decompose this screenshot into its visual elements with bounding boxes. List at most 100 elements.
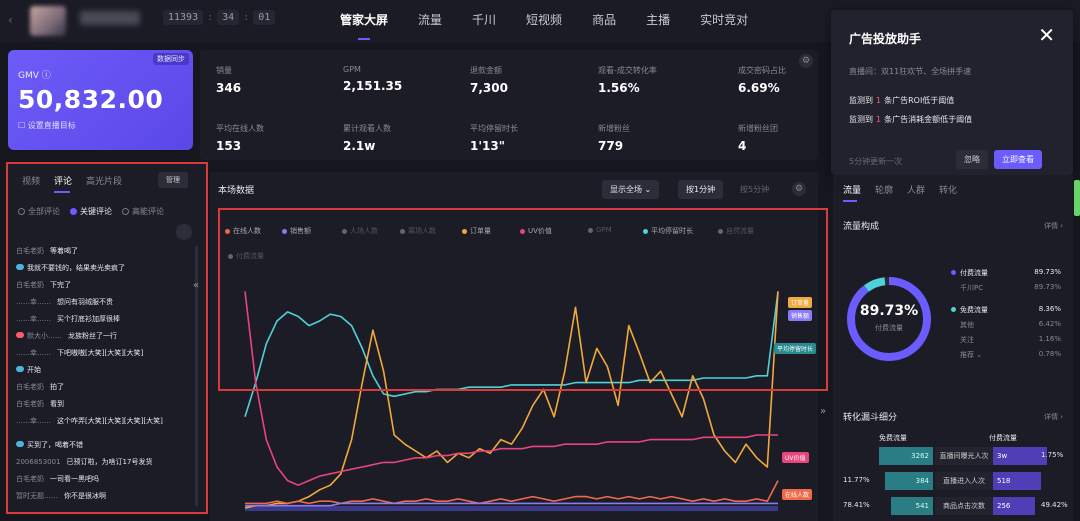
settings-gear-icon[interactable]: ⚙ bbox=[799, 54, 813, 68]
comment-item: ……幸…… 买个打底衫加厚很棒 bbox=[16, 314, 196, 331]
detail-link[interactable]: 详情 › bbox=[1043, 222, 1063, 230]
comment-item: 买到了，喝着不错 bbox=[16, 440, 196, 457]
comment-item: ……幸…… 这个咋弄[大笑][大笑][大笑][大笑] bbox=[16, 416, 196, 440]
tab-traffic-flow[interactable]: 流量 bbox=[843, 183, 861, 202]
fan-badge-icon bbox=[16, 264, 24, 270]
warn-prefix: 监测到 bbox=[849, 115, 873, 124]
legend-item[interactable]: 订单量 bbox=[462, 226, 491, 236]
legend-item[interactable]: 在线人数 bbox=[225, 226, 261, 236]
comment-user: 白毛老奶 bbox=[16, 383, 44, 391]
radio-icon bbox=[122, 208, 129, 215]
comment-user: 白毛老奶 bbox=[16, 281, 44, 289]
gmv-label: GMV ⓘ bbox=[18, 71, 51, 81]
traffic-row: 付费流量 89.73% bbox=[951, 268, 1061, 278]
legend-dot-icon bbox=[225, 228, 230, 234]
collapse-left-icon[interactable]: « bbox=[193, 280, 200, 291]
comment-text: 这个咋弄[大笑][大笑][大笑][大笑] bbox=[57, 417, 163, 425]
traffic-row-value: 1.16% bbox=[1038, 335, 1061, 343]
filter-all-radio[interactable]: 全部评论 bbox=[18, 206, 60, 217]
traffic-row-name: 免费流量 bbox=[960, 306, 988, 314]
comment-text: 下完了 bbox=[50, 281, 71, 289]
funnel-row: 78.41% 541 商品点击次数 256 49.42% bbox=[843, 497, 1068, 515]
tab-traffic[interactable]: 流量 bbox=[418, 13, 443, 27]
series-line bbox=[244, 291, 778, 487]
tab-profile[interactable]: 轮廓 bbox=[875, 186, 894, 196]
funnel-stage: 直播进入人次 bbox=[935, 472, 993, 490]
close-icon[interactable]: ✕ bbox=[1038, 23, 1055, 47]
legend-dot-icon bbox=[282, 228, 287, 234]
set-target-label: 设置直播目标 bbox=[27, 121, 76, 130]
chart-settings-icon[interactable]: ⚙ bbox=[792, 182, 806, 196]
tab-short-video[interactable]: 短视频 bbox=[526, 13, 563, 27]
tab-highlights[interactable]: 高光片段 bbox=[86, 177, 123, 187]
legend-item[interactable]: 自然流量 bbox=[718, 226, 754, 236]
expand-right-icon[interactable]: » bbox=[820, 406, 827, 417]
legend-item[interactable]: UV价值 bbox=[520, 226, 552, 236]
scope-select[interactable]: 显示全场 ⌄ bbox=[602, 180, 660, 199]
legend-item[interactable]: GPM bbox=[588, 226, 612, 234]
set-target-link[interactable]: ☐ 设置直播目标 bbox=[18, 121, 76, 130]
funnel-right-label: 付费流量 bbox=[989, 434, 1017, 442]
traffic-row: 推荐 ⌄ 0.78% bbox=[951, 350, 1061, 360]
warn-prefix: 监测到 bbox=[849, 96, 873, 105]
tab-qianchuan[interactable]: 千川 bbox=[472, 13, 497, 27]
comment-text: 开始 bbox=[27, 366, 41, 374]
comment-item: 白毛老奶 拍了 bbox=[16, 382, 196, 399]
tab-competitors[interactable]: 实时竞对 bbox=[700, 13, 749, 27]
ad-popup-title: 广告投放助手 bbox=[849, 32, 922, 46]
metric-value: 153 bbox=[216, 139, 242, 153]
tab-products[interactable]: 商品 bbox=[592, 13, 617, 27]
tab-conversion[interactable]: 转化 bbox=[939, 186, 958, 196]
metric-label: 新增粉丝 bbox=[598, 124, 630, 133]
tab-video[interactable]: 视频 bbox=[22, 177, 41, 187]
legend-item[interactable]: 人场人数 bbox=[342, 226, 378, 236]
traffic-row-name-wrap: 关注 bbox=[951, 335, 974, 345]
filter-highenergy-radio[interactable]: 高能评论 bbox=[122, 206, 164, 217]
interval-1min-button[interactable]: 按1分钟 bbox=[678, 180, 724, 199]
metric-value: 2,151.35 bbox=[343, 79, 403, 93]
metric-value: 1'13" bbox=[470, 139, 505, 153]
back-arrow-icon[interactable]: ‹ bbox=[8, 13, 13, 27]
traffic-row-name-wrap: 付费流量 bbox=[951, 268, 988, 278]
timer-minutes: 34 bbox=[217, 10, 240, 25]
legend-dot-icon bbox=[951, 270, 956, 275]
comment-scrollbar[interactable] bbox=[195, 246, 198, 506]
filter-key-radio[interactable]: 关键评论 bbox=[70, 206, 112, 217]
warn-count: 1 bbox=[876, 115, 882, 124]
series-line bbox=[245, 502, 778, 507]
data-sync-badge[interactable]: 数据同步 bbox=[153, 53, 189, 65]
traffic-row-name: 其他 bbox=[960, 321, 974, 329]
shop-avatar bbox=[30, 6, 66, 36]
comment-settings-icon[interactable] bbox=[176, 224, 192, 240]
legend-item[interactable]: 付费流量 bbox=[228, 251, 264, 261]
funnel-left-bar: 3262 bbox=[879, 447, 933, 465]
fan-badge-icon bbox=[16, 366, 24, 372]
traffic-row-value: 89.73% bbox=[1034, 268, 1061, 276]
filter-label: 关键评论 bbox=[80, 207, 112, 216]
tab-audience[interactable]: 人群 bbox=[907, 186, 926, 196]
tab-comments[interactable]: 评论 bbox=[54, 174, 72, 193]
comment-text: 买到了，喝着不错 bbox=[27, 441, 83, 449]
interval-5min-button[interactable]: 按5分钟 bbox=[740, 185, 770, 194]
traffic-row-value: 89.73% bbox=[1034, 283, 1061, 291]
metric-value: 346 bbox=[216, 81, 242, 95]
filter-label: 高能评论 bbox=[132, 207, 164, 216]
tab-host[interactable]: 主播 bbox=[646, 13, 671, 27]
manage-button[interactable]: 管理 bbox=[158, 172, 188, 188]
legend-item[interactable]: 平均停留时长 bbox=[643, 226, 693, 236]
comment-text: 已预订啦，为啥订17号发货 bbox=[66, 458, 153, 466]
right-scrollbar[interactable] bbox=[1074, 180, 1080, 216]
funnel-detail-link[interactable]: 详情 › bbox=[1043, 413, 1063, 421]
funnel-right-bar: 3w bbox=[993, 447, 1047, 465]
legend-item[interactable]: 销售额 bbox=[282, 226, 311, 236]
tab-dashboard[interactable]: 管家大屏 bbox=[340, 13, 389, 40]
ignore-button[interactable]: 忽略 bbox=[956, 150, 988, 169]
ad-warning-spend: 监测到 1 条广告消耗金额低于阈值 bbox=[849, 114, 972, 125]
legend-item[interactable]: 离场人数 bbox=[400, 226, 436, 236]
comment-text: 下吧嗷嗷[大笑][大笑][大笑] bbox=[57, 349, 144, 357]
view-now-button[interactable]: 立即查看 bbox=[994, 150, 1042, 169]
metric-label: 新增粉丝团 bbox=[738, 124, 778, 133]
comment-item: 2006853001 已预订啦，为啥订17号发货 bbox=[16, 457, 196, 474]
legend-label: 平均停留时长 bbox=[651, 227, 693, 235]
series-end-label: 在线人数 bbox=[782, 489, 813, 500]
